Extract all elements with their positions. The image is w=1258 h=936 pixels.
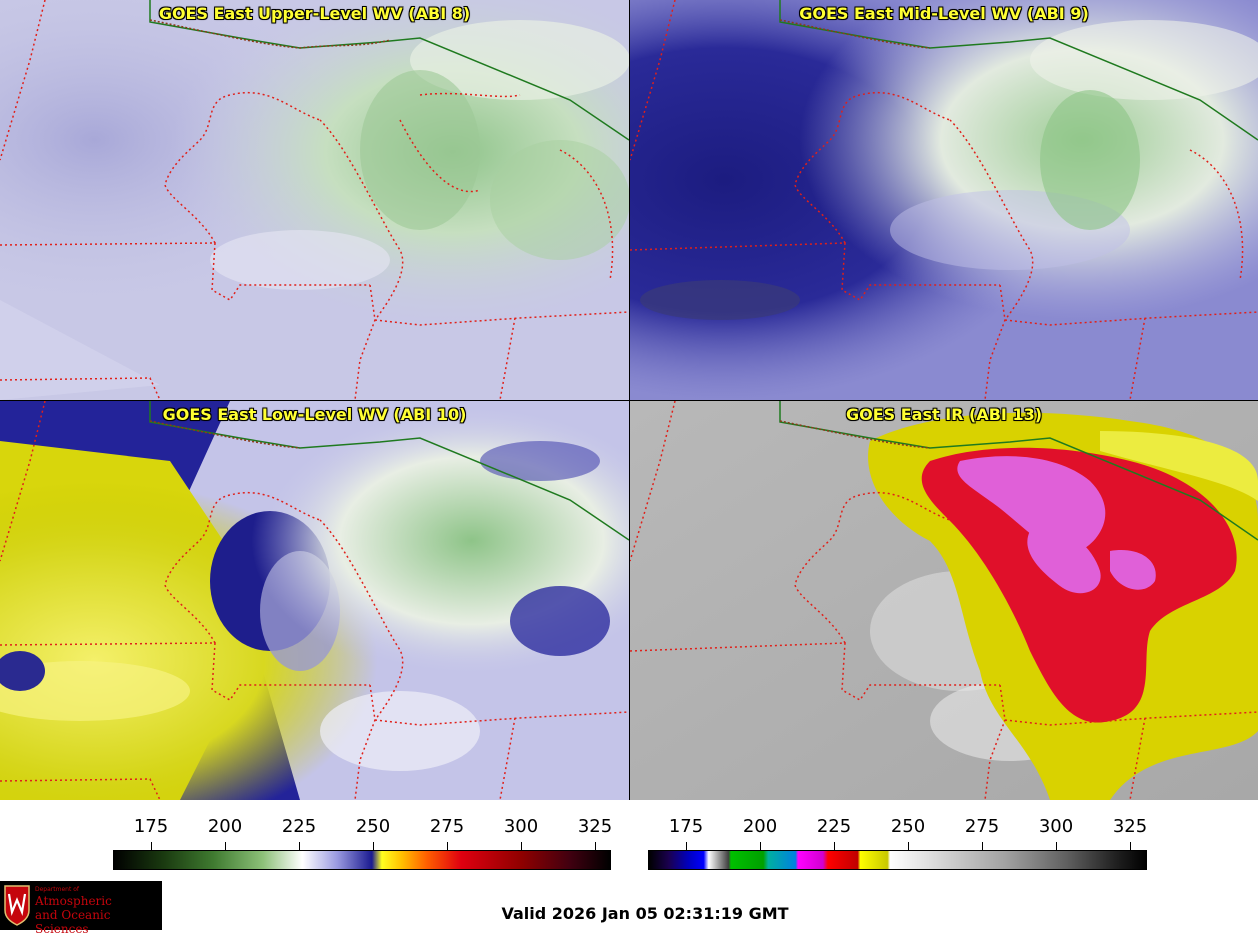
wv-colorbar-gradient bbox=[113, 850, 611, 870]
colorbar-tick-label: 300 bbox=[503, 816, 539, 837]
uw-crest-icon bbox=[4, 885, 30, 926]
panel-title: GOES East Upper-Level WV (ABI 8) bbox=[158, 4, 471, 23]
upper-level-wv-image bbox=[0, 0, 629, 400]
colorbar-tick-label: 300 bbox=[1038, 816, 1074, 837]
mid-level-wv-image bbox=[630, 0, 1258, 400]
panel-divider-horizontal bbox=[0, 400, 1258, 401]
colorbar-tick-label: 200 bbox=[207, 816, 243, 837]
ir-image bbox=[630, 401, 1258, 800]
logo-line1: Atmospheric bbox=[35, 894, 112, 908]
colorbar-tick-label: 225 bbox=[281, 816, 317, 837]
colorbar-tick-label: 275 bbox=[964, 816, 1000, 837]
colorbar-tick bbox=[447, 842, 448, 850]
colorbar-tick bbox=[1056, 842, 1057, 850]
colorbar-tick bbox=[982, 842, 983, 850]
panel-title: GOES East IR (ABI 13) bbox=[845, 405, 1043, 424]
low-level-wv-panel: GOES East Low-Level WV (ABI 10) bbox=[0, 401, 629, 800]
colorbar-tick-label: 325 bbox=[1112, 816, 1148, 837]
colorbar-tick bbox=[908, 842, 909, 850]
colorbar-tick-label: 275 bbox=[429, 816, 465, 837]
colorbar-tick bbox=[1130, 842, 1131, 850]
colorbar-tick bbox=[686, 842, 687, 850]
colorbar-tick-label: 175 bbox=[668, 816, 704, 837]
colorbar-tick bbox=[299, 842, 300, 850]
colorbar-tick bbox=[225, 842, 226, 850]
panel-title: GOES East Low-Level WV (ABI 10) bbox=[162, 405, 467, 424]
colorbar-tick-label: 225 bbox=[816, 816, 852, 837]
upper-level-wv-panel: GOES East Upper-Level WV (ABI 8) bbox=[0, 0, 629, 400]
low-level-wv-image bbox=[0, 401, 629, 800]
colorbar-tick bbox=[373, 842, 374, 850]
mid-level-wv-panel: GOES East Mid-Level WV (ABI 9) bbox=[630, 0, 1258, 400]
logo-department: Department of bbox=[35, 886, 79, 893]
colorbar-tick bbox=[834, 842, 835, 850]
panel-title: GOES East Mid-Level WV (ABI 9) bbox=[799, 4, 1089, 23]
colorbar-tick-label: 250 bbox=[355, 816, 391, 837]
ir-colorbar: 175 200 225 250 275 300 325 bbox=[648, 812, 1147, 872]
ir-panel: GOES East IR (ABI 13) bbox=[630, 401, 1258, 800]
ir-colorbar-gradient bbox=[648, 850, 1147, 870]
colorbar-tick-label: 175 bbox=[133, 816, 169, 837]
colorbar-tick bbox=[595, 842, 596, 850]
colorbar-tick-label: 250 bbox=[890, 816, 926, 837]
colorbar-tick bbox=[521, 842, 522, 850]
wv-colorbar: 175 200 225 250 275 300 325 bbox=[113, 812, 613, 872]
colorbar-tick-label: 325 bbox=[577, 816, 613, 837]
colorbar-tick-label: 200 bbox=[742, 816, 778, 837]
colorbar-tick bbox=[760, 842, 761, 850]
aos-logo: Department of Atmospheric and Oceanic Sc… bbox=[0, 881, 162, 936]
valid-time: Valid 2026 Jan 05 02:31:19 GMT bbox=[501, 904, 789, 923]
colorbar-tick bbox=[151, 842, 152, 850]
